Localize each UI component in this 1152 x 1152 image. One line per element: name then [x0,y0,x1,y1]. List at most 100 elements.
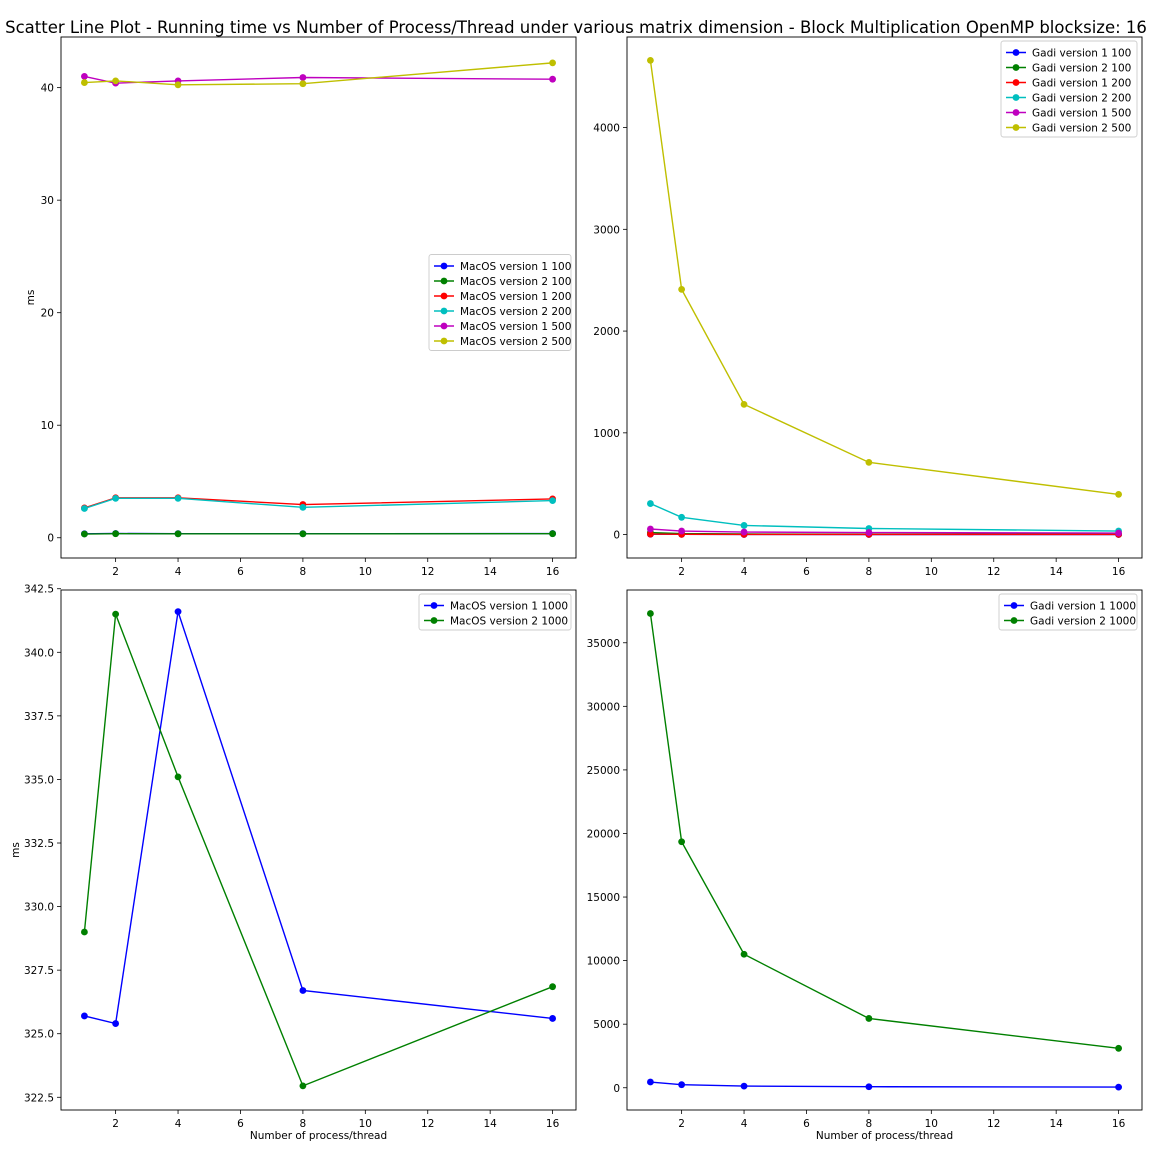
legend-label: MacOS version 1 200 [460,291,571,303]
y-tick-label: 337.5 [24,711,54,723]
data-point [299,80,307,88]
series-3 [647,500,1122,535]
x-tick-label: 6 [237,566,244,578]
data-point [299,1082,307,1090]
series-1 [647,610,1122,1052]
x-axis-label: Number of process/thread [816,1130,953,1142]
data-point [678,285,686,293]
x-tick-label: 14 [483,1118,497,1130]
y-axis-label: ms [10,842,22,858]
x-tick-label: 4 [175,1118,182,1130]
y-tick-label: 40 [41,83,54,95]
y-axis-label: ms [25,290,37,306]
legend-item: Gadi version 1 500 [1006,107,1131,119]
x-tick-label: 2 [112,566,119,578]
series-line [83,613,553,1087]
legend-label: Gadi version 1 200 [1032,77,1131,89]
data-point [647,57,654,64]
data-point [112,77,120,85]
legend-item: MacOS version 1 100 [434,261,571,273]
legend-label: MacOS version 1 500 [460,321,571,333]
x-axis-label: Number of process/thread [250,1130,387,1142]
x-tick-label: 6 [803,566,810,578]
legend-marker [1012,49,1020,56]
series-1 [81,530,556,538]
data-point [299,530,307,538]
data-point [865,1083,873,1091]
legend-item: MacOS version 1 200 [434,291,571,303]
y-tick-label: 10 [41,420,54,432]
legend-frame [1000,40,1138,138]
data-point [740,400,748,408]
legend-label: MacOS version 2 100 [460,276,571,288]
data-point [865,529,873,536]
data-point [174,773,182,781]
legend-marker [440,322,448,330]
x-tick-label: 14 [1049,1118,1063,1130]
legend-frame [418,593,572,631]
x-tick-label: 4 [741,1118,748,1130]
y-tick-label: 35000 [587,638,620,650]
x-tick-label: 12 [421,1118,434,1130]
series-4 [647,525,1122,537]
subplot-gadi-small: 2 4 6 8 10 12 14 16 0 1000 2000 3000 4000 Gadi versio… [593,36,1143,578]
y-tick-label: 340.0 [24,647,54,659]
legend-item: Gadi version 2 1000 [1004,615,1136,627]
y-tick-label: 335.0 [24,774,54,786]
legend-label: MacOS version 1 1000 [450,600,568,612]
series-line [650,1081,1119,1088]
series-line [650,528,1119,534]
data-point [678,838,686,846]
legend-marker [430,602,438,609]
legend-label: Gadi version 1 1000 [1030,600,1136,612]
y-tick-label: 20000 [587,828,620,840]
legend-marker [1012,94,1020,101]
series-4 [81,72,556,87]
data-point [174,494,182,502]
legend-label: MacOS version 1 100 [460,261,571,273]
legend-marker [1012,109,1020,116]
data-point [740,950,748,958]
series-line [649,613,1119,1050]
y-tick-label: 327.5 [24,965,54,977]
data-point [1115,529,1122,537]
legend-item: MacOS version 2 500 [434,336,571,348]
y-tick-label: 325.0 [24,1029,54,1041]
legend: MacOS version 1 100 MacOS version 2 100 Ma… [428,254,572,351]
x-tick-label: 10 [359,1118,372,1130]
legend-marker [440,307,448,315]
legend-item: Gadi version 2 200 [1006,92,1131,104]
data-point [647,530,654,538]
legend-marker [440,277,448,285]
data-point [549,983,556,991]
legend-item: MacOS version 2 1000 [424,615,568,627]
legend-item: MacOS version 2 100 [434,276,571,288]
legend-item: Gadi version 1 200 [1006,77,1131,89]
axes-frame [60,36,577,559]
legend-marker [430,617,438,624]
x-tick-label: 8 [866,1118,873,1130]
data-point [299,503,307,511]
y-tick-label: 30000 [587,701,620,713]
legend-label: Gadi version 1 500 [1032,107,1131,119]
subplot-gadi-1000: 2 4 6 8 10 12 14 16 0 5000 10000 15000 20000 25000 300… [587,589,1143,1142]
legend: Gadi version 1 100 Gadi version 2 100 Gadi… [1000,40,1138,138]
legend-item: Gadi version 2 100 [1006,62,1131,74]
legend-label: MacOS version 2 500 [460,336,571,348]
y-tick-label: 1000 [593,428,620,440]
data-point [81,72,88,80]
legend-marker [440,262,448,270]
axes-frame [60,589,577,1111]
data-point [549,59,556,67]
data-point [865,458,873,466]
legend-item: MacOS version 1 500 [434,321,571,333]
data-point [174,608,182,616]
data-point [1115,1083,1122,1091]
legend-label: Gadi version 2 200 [1032,92,1131,104]
data-point [81,1012,88,1020]
x-tick-label: 2 [678,566,685,578]
data-point [112,494,120,502]
data-point [299,74,307,81]
axes-frame [626,589,1143,1111]
